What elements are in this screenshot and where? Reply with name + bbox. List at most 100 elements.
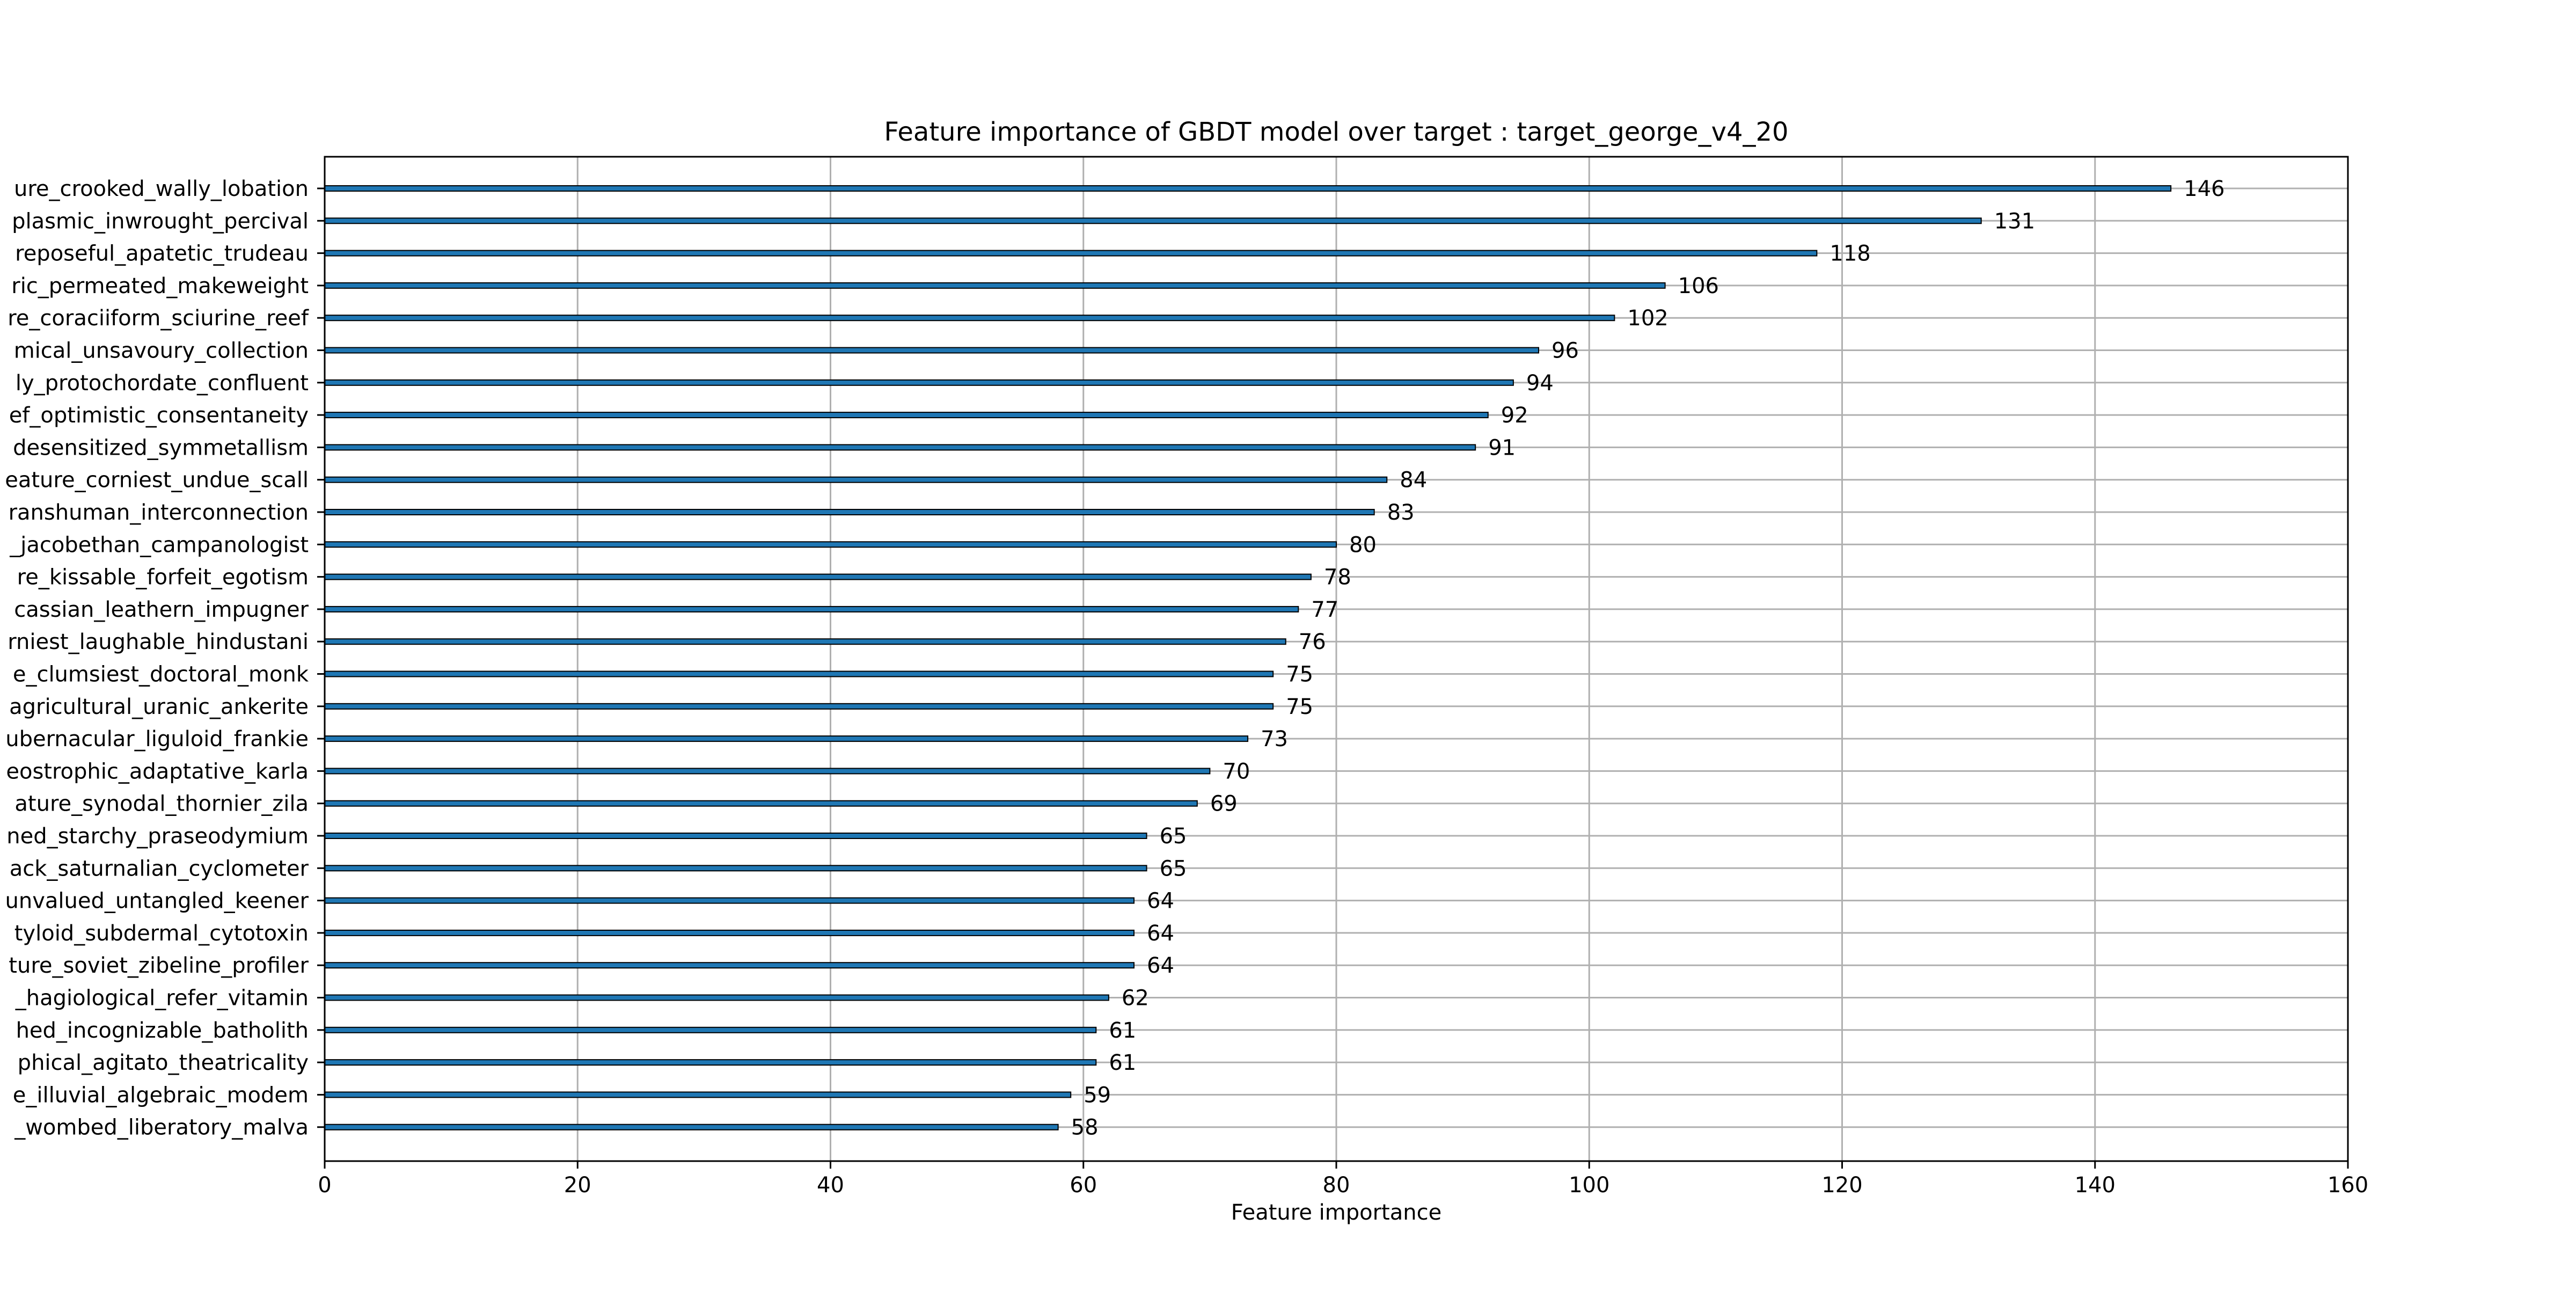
bar-value-label: 75 (1286, 662, 1313, 687)
bar (324, 833, 1147, 839)
bar (324, 768, 1211, 775)
bar-value-label: 58 (1071, 1115, 1099, 1140)
bar-value-label: 61 (1109, 1018, 1136, 1043)
y-tick-label: ric_permeated_makeweight (11, 274, 309, 298)
x-axis-title: Feature importance (1231, 1200, 1441, 1225)
bar (324, 1124, 1059, 1130)
plot-frame (324, 156, 2349, 1162)
bar-value-label: 70 (1223, 759, 1250, 784)
y-tick-label: reposeful_apatetic_trudeau (15, 242, 309, 266)
y-tick-label: rniest_laughable_hindustani (8, 630, 309, 654)
y-tick-label: ature_synodal_thornier_zila (14, 792, 309, 816)
bar-value-label: 84 (1400, 468, 1427, 493)
x-tick-label: 40 (817, 1173, 844, 1198)
y-tick-label: eature_corniest_undue_scall (5, 468, 309, 493)
bar-value-label: 64 (1147, 953, 1174, 978)
bar (324, 185, 2172, 192)
y-tick-label: ack_saturnalian_cyclometer (10, 856, 309, 881)
bar-value-label: 65 (1160, 824, 1187, 849)
bar-value-label: 59 (1084, 1083, 1111, 1107)
bar (324, 638, 1286, 645)
axes: 0 20 40 60 80 100 120 140 160 (317, 156, 2368, 1198)
bar-value-label: 65 (1160, 856, 1187, 881)
y-tick-label: plasmic_inwrought_percival (12, 209, 309, 234)
x-tick-label: 20 (564, 1173, 591, 1198)
bar-value-label: 62 (1122, 986, 1149, 1011)
bar-value-label: 64 (1147, 921, 1174, 946)
y-tick-label: e_clumsiest_doctoral_monk (13, 662, 309, 687)
y-tick-label: ef_optimistic_consentaneity (9, 403, 309, 428)
bar (324, 217, 1982, 224)
bar (324, 315, 1615, 322)
bar (324, 670, 1274, 677)
x-tick-label: 60 (1070, 1173, 1097, 1198)
y-tick-label: ture_soviet_zibeline_profiler (9, 953, 309, 978)
y-tick-label: eostrophic_adaptative_karla (6, 759, 309, 784)
bar-value-label: 92 (1501, 403, 1528, 428)
bar-value-label: 69 (1210, 792, 1238, 816)
bar (324, 282, 1666, 289)
bar (324, 1059, 1097, 1066)
bar (324, 476, 1388, 483)
bar-value-label: 80 (1349, 533, 1377, 557)
bar-value-label: 96 (1552, 339, 1579, 363)
bar (324, 962, 1135, 969)
bar (324, 929, 1135, 936)
y-tick-label: ly_protochordate_confluent (16, 371, 309, 396)
bar-value-label: 77 (1311, 597, 1338, 622)
bar (324, 250, 1818, 257)
bars (324, 185, 2172, 1130)
y-tick-label: agricultural_uranic_ankerite (9, 695, 309, 719)
bar-value-label: 102 (1627, 306, 1668, 331)
bar-value-label: 83 (1387, 500, 1415, 525)
chart-title: Feature importance of GBDT model over ta… (884, 117, 1788, 147)
y-tick-label: ure_crooked_wally_lobation (14, 177, 309, 201)
bar-value-label: 64 (1147, 889, 1174, 914)
y-tick-label: re_coraciiform_sciurine_reef (8, 306, 309, 331)
y-tick-label: cassian_leathern_impugner (14, 597, 309, 622)
x-tick-label: 100 (1569, 1173, 1609, 1198)
bar-value-label: 146 (2184, 177, 2224, 201)
bar (324, 573, 1312, 580)
y-tick-label: ned_starchy_praseodymium (6, 824, 309, 849)
bar (324, 1091, 1072, 1098)
bar (324, 509, 1375, 515)
x-tick-label: 140 (2075, 1173, 2116, 1198)
bar-value-label: 118 (1829, 242, 1870, 266)
y-tick-label: _hagiological_refer_vitamin (15, 986, 309, 1011)
bar-value-label: 76 (1299, 630, 1326, 654)
x-tick-label: 0 (318, 1173, 331, 1198)
bar-value-label: 75 (1286, 695, 1313, 719)
bar (324, 735, 1249, 742)
bar (324, 1026, 1097, 1033)
grid-lines (324, 157, 2349, 1161)
bar-value-label: 106 (1678, 274, 1719, 298)
bar (324, 412, 1489, 419)
y-tick-label: unvalued_untangled_keener (5, 889, 309, 914)
bar-value-label: 73 (1261, 727, 1288, 752)
bar (324, 444, 1476, 451)
y-tick-label: mical_unsavoury_collection (14, 339, 309, 363)
x-tick-label: 120 (1821, 1173, 1862, 1198)
bar-value-label: 91 (1488, 435, 1516, 460)
y-tick-label: desensitized_symmetallism (13, 435, 309, 460)
bar (324, 865, 1147, 872)
y-tick-label: tyloid_subdermal_cytotoxin (14, 921, 309, 946)
bar-value-label: 131 (1994, 209, 2035, 234)
bar (324, 800, 1198, 807)
y-tick-label: _jacobethan_campanologist (9, 533, 309, 557)
y-tick-label: ubernacular_liguloid_frankie (5, 727, 309, 752)
x-tick-label: 80 (1323, 1173, 1350, 1198)
bar (324, 994, 1109, 1001)
bar (324, 703, 1274, 710)
bar (324, 541, 1337, 548)
value-labels: ure_crooked_wally_lobation 146 plasmic_inw… (5, 177, 2224, 1140)
y-tick-label: ranshuman_interconnection (9, 500, 309, 525)
bar (324, 897, 1135, 904)
bar (324, 347, 1539, 354)
bar-value-label: 78 (1324, 565, 1351, 590)
y-tick-label: hed_incognizable_batholith (16, 1018, 309, 1043)
y-tick-label: e_illuvial_algebraic_modem (13, 1083, 309, 1107)
